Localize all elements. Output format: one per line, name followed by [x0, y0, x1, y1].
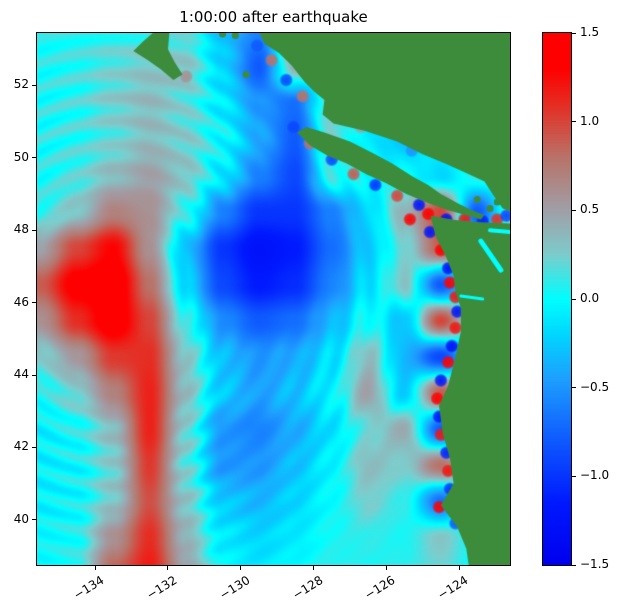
colorbar-tick-mark — [572, 387, 576, 389]
colorbar-tick-mark — [572, 121, 576, 123]
y-tick-label: 40 — [13, 511, 29, 526]
x-tick-label: −126 — [362, 573, 398, 603]
y-tick-mark — [32, 446, 36, 448]
x-tick-mark — [313, 566, 315, 570]
x-tick-label: −124 — [435, 573, 471, 603]
colorbar-tick-mark — [572, 209, 576, 211]
y-tick-mark — [32, 157, 36, 159]
colorbar-frame — [542, 32, 572, 566]
x-tick-label: −134 — [71, 573, 107, 603]
plot-frame — [36, 32, 511, 566]
y-tick-label: 42 — [13, 439, 29, 454]
y-tick-label: 48 — [13, 222, 29, 237]
colorbar-tick-label: −0.5 — [580, 379, 610, 394]
colorbar-tick-label: 0.5 — [580, 202, 600, 217]
colorbar-tick-mark — [572, 475, 576, 477]
x-tick-label: −132 — [144, 573, 180, 603]
x-tick-mark — [458, 566, 460, 570]
colorbar-tick-label: 1.5 — [580, 25, 600, 39]
y-tick-mark — [32, 519, 36, 521]
y-tick-mark — [32, 374, 36, 376]
heatmap-canvas — [37, 33, 510, 565]
colorbar-tick-label: −1.0 — [580, 468, 610, 483]
y-tick-label: 50 — [13, 149, 29, 164]
y-tick-mark — [32, 229, 36, 231]
x-tick-label: −130 — [216, 573, 253, 603]
x-tick-mark — [240, 566, 242, 570]
y-tick-label: 52 — [13, 77, 29, 92]
x-tick-label: −128 — [289, 573, 325, 603]
x-tick-mark — [167, 566, 169, 570]
colorbar-tick-label: 1.0 — [580, 113, 600, 128]
y-tick-mark — [32, 84, 36, 86]
x-tick-mark — [385, 566, 387, 570]
colorbar-tick-mark — [572, 564, 576, 566]
x-tick-mark — [94, 566, 96, 570]
colorbar-tick-label: 0.0 — [580, 291, 600, 305]
colorbar-tick-mark — [572, 32, 576, 34]
plot-title: 1:00:00 after earthquake — [179, 8, 368, 26]
colorbar-tick-label: −1.5 — [580, 557, 610, 571]
colorbar-tick-mark — [572, 298, 576, 300]
y-tick-label: 46 — [13, 294, 29, 309]
y-tick-mark — [32, 302, 36, 304]
y-tick-label: 44 — [13, 367, 29, 381]
colorbar-canvas — [543, 33, 571, 565]
